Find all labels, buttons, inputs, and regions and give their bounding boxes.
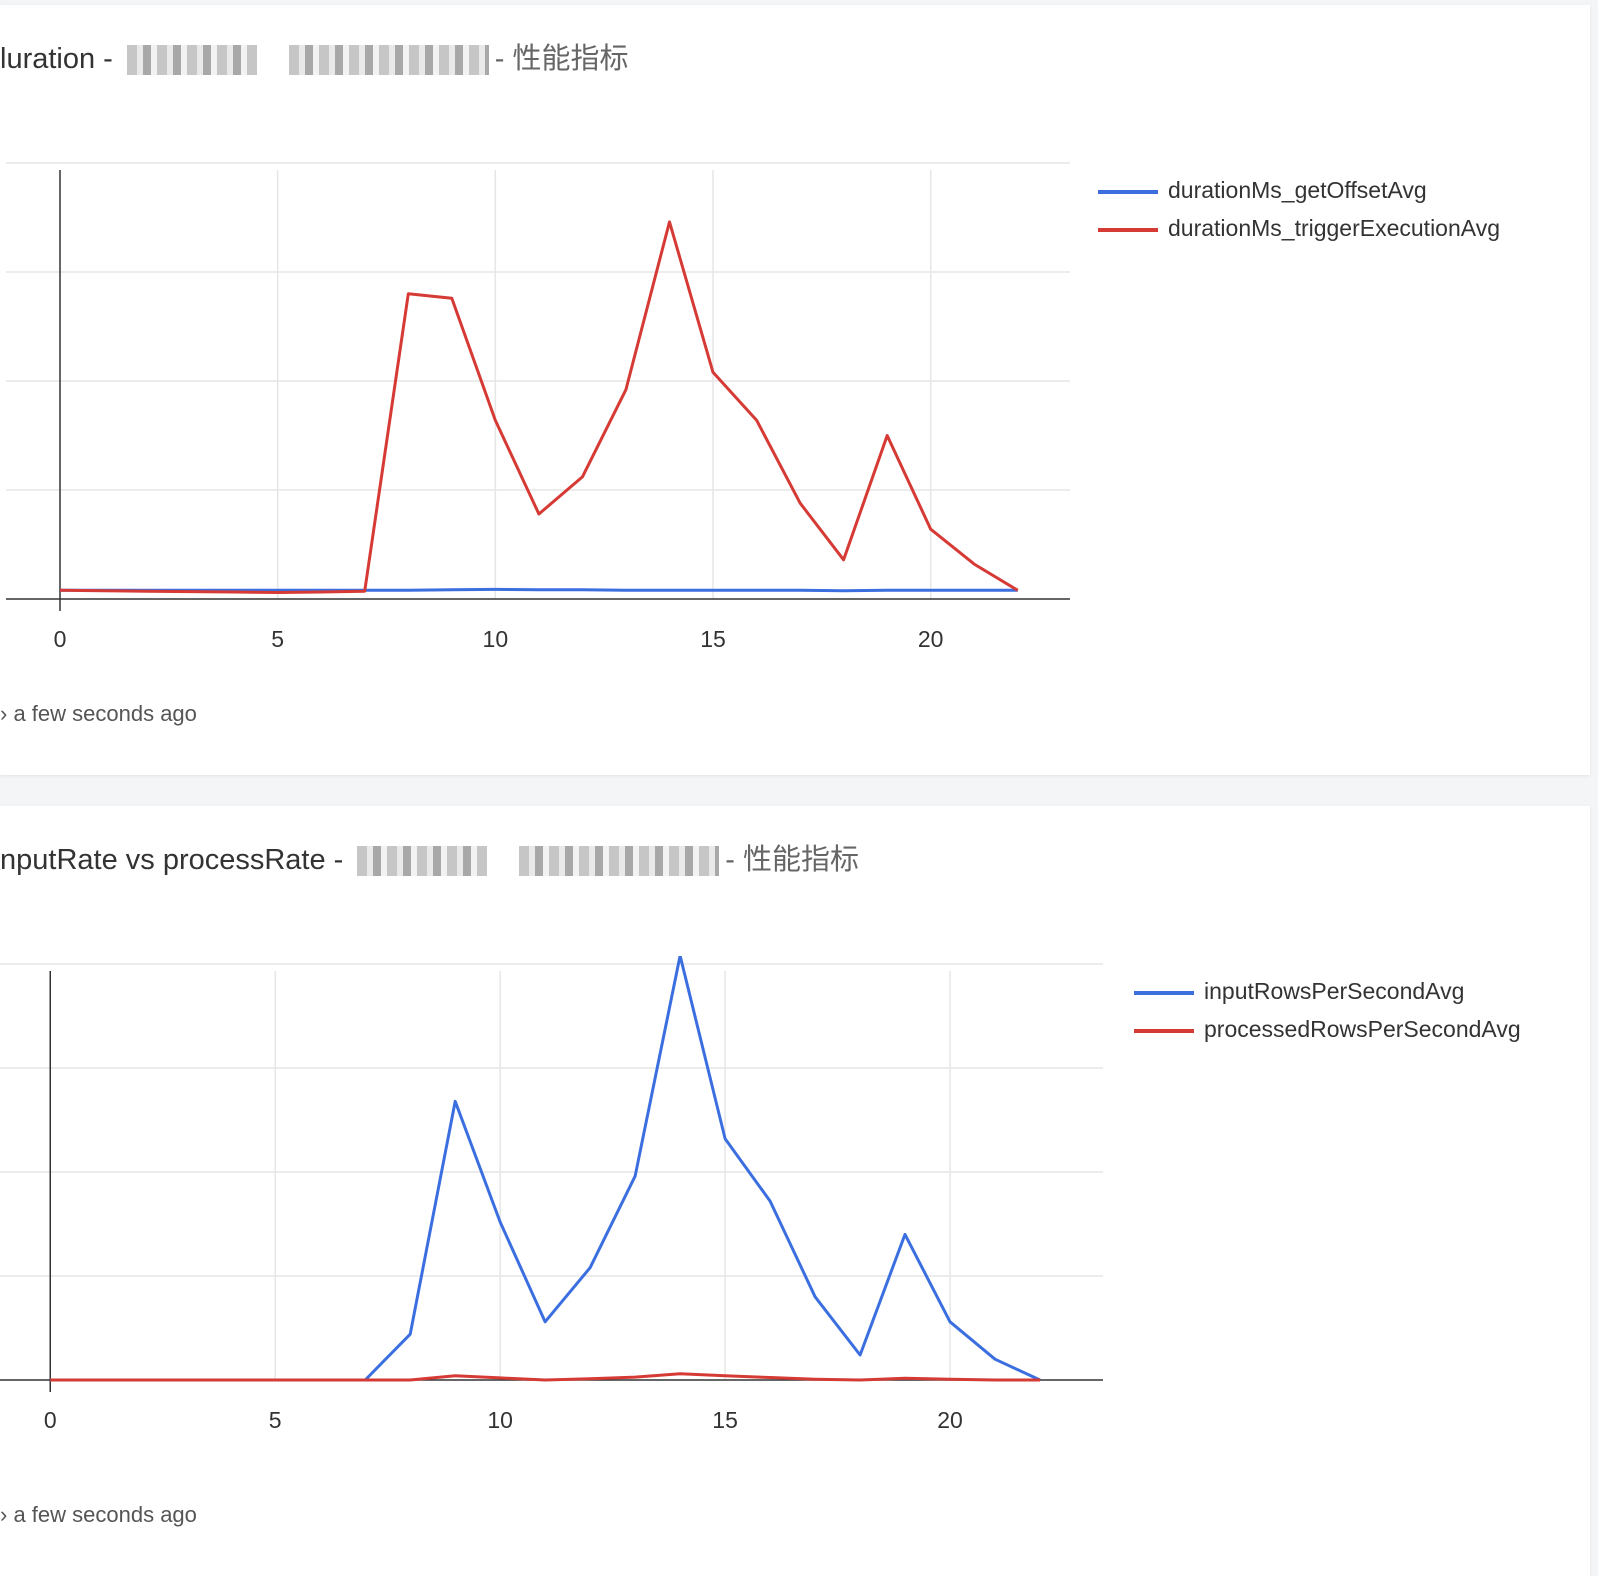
redacted-text-block — [288, 45, 489, 76]
legend-swatch — [1098, 228, 1158, 232]
x-tick-label: 20 — [937, 1407, 963, 1433]
card-title-main: nputRate vs processRate — [0, 844, 326, 876]
redacted-text-block — [519, 846, 720, 877]
x-tick-label: 10 — [483, 626, 509, 652]
x-tick-label: 10 — [487, 1407, 513, 1433]
x-tick-label: 0 — [44, 1407, 57, 1433]
last-updated-footer: › a few seconds ago — [0, 701, 197, 726]
card-title: luration - - 性能指标 — [0, 35, 629, 77]
legend-label: inputRowsPerSecondAvg — [1204, 978, 1465, 1004]
x-tick-label: 5 — [269, 1407, 282, 1433]
card-title-main: luration — [0, 43, 96, 75]
chart-card-rate: nputRate vs processRate - - 性能指标 0 5 10 15 20 … — [0, 806, 1590, 1576]
x-tick-label: 15 — [712, 1407, 738, 1433]
card-title-separator: - — [103, 43, 113, 75]
legend-swatch — [1134, 1029, 1194, 1033]
legend-swatch — [1098, 190, 1158, 194]
x-tick-label: 5 — [271, 626, 284, 652]
series-line-durationMs_getOffsetAvg[interactable] — [60, 587, 1018, 593]
line-chart: 0 5 10 15 20 — [6, 162, 1070, 652]
x-tick-label: 20 — [918, 626, 944, 652]
legend-label: durationMs_getOffsetAvg — [1168, 177, 1427, 203]
card-title: nputRate vs processRate - - 性能指标 — [0, 836, 859, 878]
last-updated-footer: › a few seconds ago — [0, 1502, 197, 1527]
card-title-suffix: - 性能指标 — [494, 43, 629, 75]
legend-label: processedRowsPerSecondAvg — [1204, 1016, 1521, 1042]
legend-swatch — [1134, 991, 1194, 995]
chart-card-duration: luration - - 性能指标 0 5 10 15 20 durationMs_getO… — [0, 5, 1590, 775]
card-title-separator: - — [333, 844, 344, 876]
legend-label: durationMs_triggerExecutionAvg — [1168, 215, 1500, 241]
series-line-inputRowsPerSecondAvg[interactable] — [50, 956, 1041, 1382]
x-tick-label: 0 — [54, 626, 67, 652]
x-tick-label: 15 — [700, 626, 726, 652]
line-chart: 0 5 10 15 20 — [0, 956, 1103, 1433]
series-line-durationMs_triggerExecutionAvg[interactable] — [59, 220, 1019, 594]
redacted-text-block — [126, 45, 257, 76]
redacted-text-block — [357, 846, 488, 877]
card-title-suffix: - 性能指标 — [725, 844, 860, 876]
series-line-processedRowsPerSecondAvg[interactable] — [50, 1372, 1040, 1382]
